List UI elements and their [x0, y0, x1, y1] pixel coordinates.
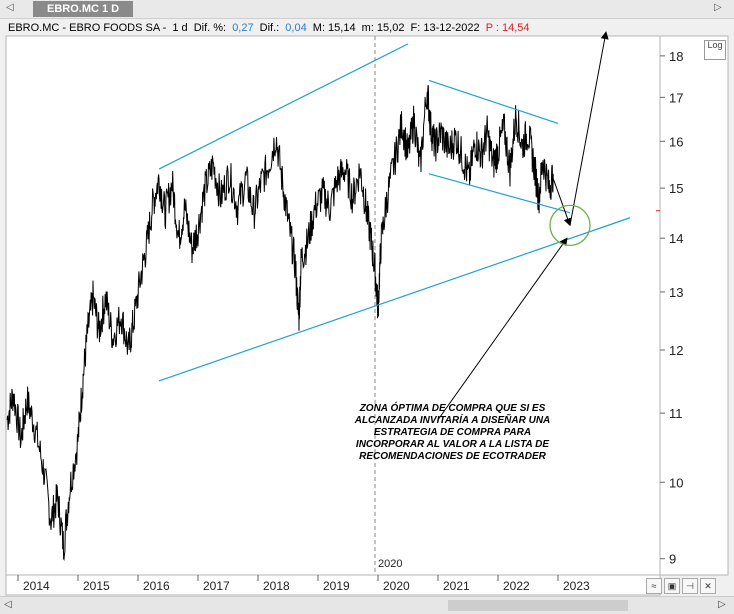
zigzag-tool-icon[interactable]: ≈: [646, 578, 662, 594]
x-tick-label: 2014: [23, 579, 50, 593]
price-chart: 9 10 11 12 13 14 15 16 17 18 2014 2015 2016 2017 2018 2…: [5, 31, 729, 596]
scroll-left-icon[interactable]: ◁: [4, 599, 12, 610]
x-tick-label: 2021: [443, 579, 470, 593]
y-axis-area: [659, 35, 729, 576]
date-label: F: 13-12-2022: [410, 22, 480, 34]
bottom-toolbar: ≈ ▣ ⊣ ✕: [646, 576, 718, 594]
channel-line-upper: [158, 43, 409, 170]
channel-line-lower: [158, 217, 631, 382]
y-tick-label: 15: [669, 181, 683, 196]
y-tick-label: 12: [669, 343, 683, 358]
target-circle: [549, 204, 591, 246]
symbol-label: EBRO.MC - EBRO FOODS SA -: [8, 22, 167, 34]
plot-area: [5, 35, 661, 576]
x-tick-label: 2016: [143, 579, 170, 593]
x-tick-label: 2020: [383, 579, 410, 593]
price-series-line: [6, 85, 554, 561]
tab-bar: ◁ EBRO.MC 1 D ▷: [0, 0, 734, 19]
scroll-thumb[interactable]: [448, 600, 628, 611]
y-tick-label: 17: [669, 90, 683, 105]
price-label: P : 14,54: [485, 22, 530, 34]
chart-tab[interactable]: EBRO.MC 1 D: [33, 1, 134, 17]
projection-arrow: [437, 237, 568, 421]
dif-value: 0,04: [285, 22, 307, 34]
crosshair-label: 2020: [378, 558, 402, 570]
channel-line-wedge-bottom: [428, 173, 571, 214]
x-tick-label: 2018: [263, 579, 290, 593]
y-tick-label: 14: [669, 231, 683, 246]
tab-scroll-right-icon[interactable]: ▷: [714, 2, 722, 13]
channel-line-wedge-top: [428, 79, 559, 124]
info-bar: EBRO.MC - EBRO FOODS SA - 1 d Dif. %: 0,…: [8, 22, 533, 34]
y-tick-label: 16: [669, 134, 683, 149]
dif-label: Dif.:: [259, 22, 280, 34]
log-scale-button[interactable]: Log: [704, 40, 726, 60]
min-label: m: 15,02: [361, 22, 405, 34]
save-icon[interactable]: ▣: [664, 578, 680, 594]
y-tick-label: 18: [669, 49, 683, 64]
annotation-text: ZONA ÓPTIMA DE COMPRA QUE SI ES ALCANZAD…: [354, 403, 551, 462]
x-tick-label: 2017: [203, 579, 230, 593]
dif-pct-value: 0,27: [232, 22, 254, 34]
y-tick-label: 10: [669, 475, 683, 490]
pin-icon[interactable]: ⊣: [682, 578, 698, 594]
scroll-right-icon[interactable]: ▷: [718, 599, 726, 610]
y-tick-label: 11: [669, 406, 683, 421]
x-tick-label: 2023: [563, 579, 590, 593]
x-tick-label: 2015: [83, 579, 110, 593]
projection-arrow: [569, 31, 609, 226]
x-tick-label: 2019: [323, 579, 350, 593]
projection-arrow: [552, 178, 572, 227]
y-tick-label: 9: [669, 552, 676, 567]
close-icon[interactable]: ✕: [700, 578, 716, 594]
max-label: M: 15,14: [312, 22, 356, 34]
y-tick-label: 13: [669, 285, 683, 300]
x-tick-label: 2022: [503, 579, 530, 593]
horizontal-scrollbar[interactable]: ◁ ▷: [0, 596, 734, 614]
period-label: 1 d: [172, 22, 188, 34]
dif-pct-label: Dif. %:: [193, 22, 227, 34]
tab-scroll-left-icon[interactable]: ◁: [6, 2, 14, 13]
